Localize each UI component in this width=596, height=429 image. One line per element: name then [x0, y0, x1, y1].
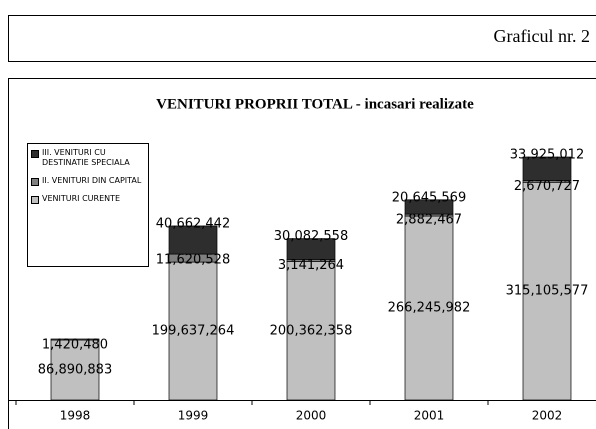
x-tick-label: 2002: [532, 409, 563, 423]
legend-label: III. VENITURI CU DESTINATIE SPECIALA: [42, 148, 130, 167]
data-label: 315,105,577: [506, 284, 589, 299]
data-label: 33,925,012: [510, 148, 584, 163]
x-tick-label: 1999: [178, 409, 209, 423]
legend-label: VENITURI CURENTE: [42, 194, 121, 203]
bar-segment: [50, 338, 100, 341]
bar-segment: [286, 238, 336, 260]
bar-segment: [404, 215, 454, 401]
data-label: 199,637,264: [152, 324, 235, 339]
bar-segment: [522, 156, 572, 181]
legend-entry: III. VENITURI CU DESTINATIE SPECIALA: [31, 148, 145, 168]
data-label: 1,420,480: [42, 337, 108, 352]
bar-segment: [404, 199, 454, 215]
legend-swatch: [31, 178, 39, 186]
legend-label: II. VENITURI DIN CAPITAL: [42, 176, 142, 185]
data-label: 266,245,982: [388, 301, 471, 316]
header-box: [8, 15, 596, 62]
data-label: 2,670,727: [514, 179, 580, 194]
data-label: 11,620,528: [156, 253, 230, 268]
legend-entry: II. VENITURI DIN CAPITAL: [31, 176, 145, 186]
data-label: 20,645,569: [392, 190, 466, 205]
legend-entry: VENITURI CURENTE: [31, 194, 145, 204]
x-tick-label: 1998: [60, 409, 91, 423]
data-label: 2,882,467: [396, 213, 462, 228]
data-label: 30,082,558: [274, 229, 348, 244]
data-label: 86,890,883: [38, 362, 112, 377]
legend-swatch: [31, 196, 39, 204]
legend: III. VENITURI CU DESTINATIE SPECIALA II. …: [27, 143, 149, 267]
data-label: 40,662,442: [156, 216, 230, 231]
bar-segment: [168, 225, 218, 255]
bar-segment: [522, 181, 572, 401]
x-tick-label: 2000: [296, 409, 327, 423]
bar-segment: [286, 261, 336, 401]
chart-box: [8, 78, 596, 429]
data-label: 3,141,264: [278, 258, 344, 273]
data-label: 200,362,358: [270, 323, 353, 338]
header-title: Graficul nr. 2: [494, 26, 590, 46]
legend-swatch: [31, 150, 39, 158]
chart-title: VENITURI PROPRII TOTAL - incasari realiz…: [156, 96, 474, 112]
x-tick-label: 2001: [414, 409, 445, 423]
